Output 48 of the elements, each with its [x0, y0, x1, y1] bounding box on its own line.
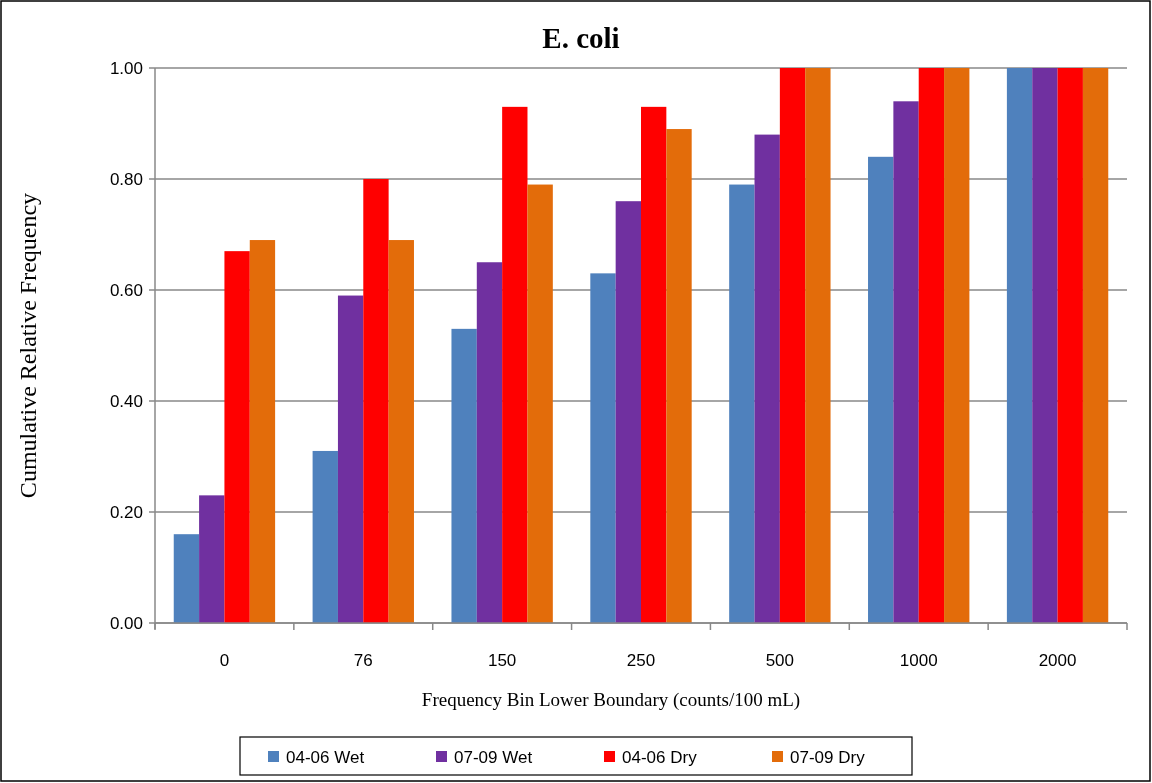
bar [502, 106, 528, 623]
bar [754, 134, 780, 623]
x-tick-label: 76 [353, 651, 373, 670]
legend-label: 07-09 Dry [790, 747, 866, 767]
bar [1082, 68, 1109, 623]
bar [451, 328, 477, 623]
bar [173, 534, 200, 623]
bar [337, 295, 364, 623]
bar [944, 68, 970, 623]
bar [666, 129, 692, 623]
x-tick-label: 1000 [899, 651, 938, 670]
chart-title: E. coli [542, 22, 620, 54]
bar [199, 495, 225, 623]
x-tick-label: 0 [219, 651, 230, 670]
bar [729, 184, 755, 623]
legend-label: 07-09 Wet [454, 747, 533, 767]
bar [590, 273, 616, 623]
x-tick-label: 2000 [1038, 651, 1077, 670]
y-tick-label: 0.40 [109, 391, 143, 411]
bar [641, 106, 667, 623]
bar [1006, 68, 1033, 623]
bar [388, 240, 414, 623]
legend-label: 04-06 Wet [286, 747, 365, 767]
bar [805, 68, 831, 623]
bar [868, 156, 894, 623]
bar [1032, 68, 1058, 623]
x-axis-title: Frequency Bin Lower Boundary (counts/100 mL) [421, 689, 801, 711]
bar [1057, 68, 1083, 623]
x-tick-label: 500 [765, 651, 795, 670]
bar [918, 68, 945, 623]
legend-label: 04-06 Dry [622, 747, 698, 767]
y-tick-label: 0.00 [109, 613, 143, 633]
y-tick-label: 1.00 [109, 58, 143, 78]
y-axis-title: Cumulative Relative Frequency [15, 192, 41, 499]
x-tick-label: 150 [487, 651, 517, 670]
bar [615, 201, 641, 623]
bar [476, 262, 503, 623]
bar [779, 68, 806, 623]
bar [363, 179, 389, 623]
y-tick-label: 0.60 [109, 280, 143, 300]
x-tick-label: 250 [626, 651, 656, 670]
bar [249, 240, 276, 623]
bar [312, 450, 338, 623]
y-tick-label: 0.80 [109, 169, 143, 189]
bar [893, 101, 919, 623]
bar [224, 251, 250, 623]
y-tick-label: 0.20 [109, 502, 143, 522]
bar [527, 184, 553, 623]
